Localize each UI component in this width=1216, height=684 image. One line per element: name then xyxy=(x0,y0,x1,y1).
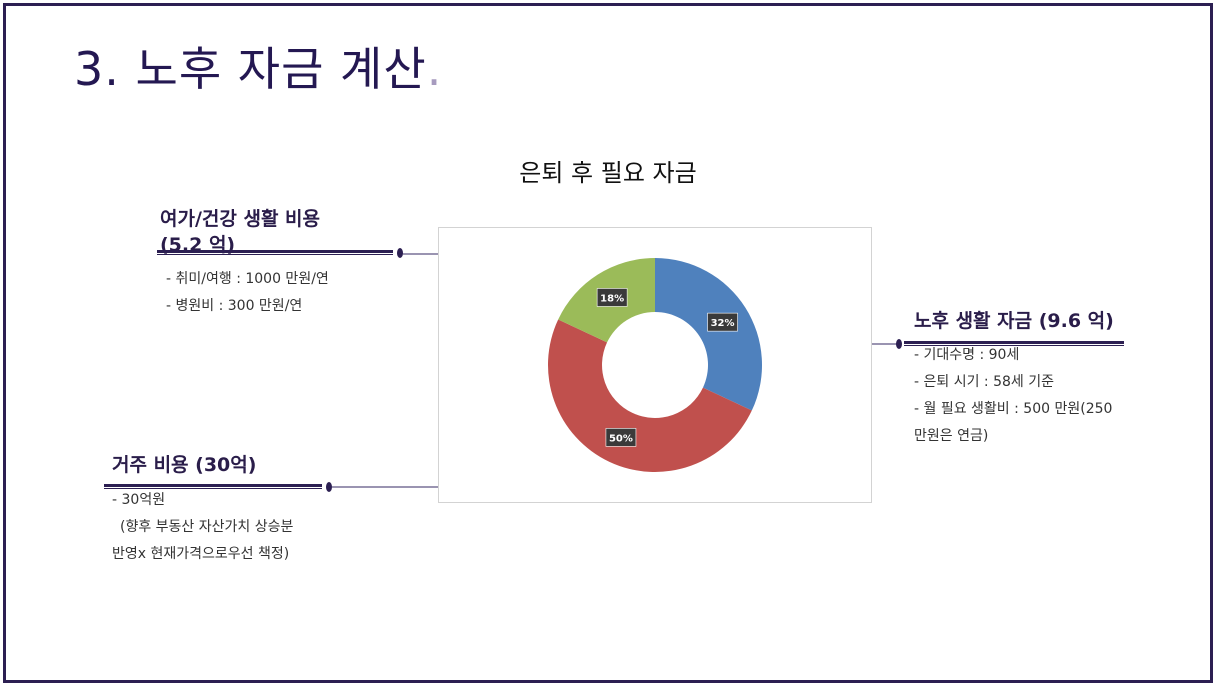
leisure-details: - 취미/여행 : 1000 만원/연 - 병원비 : 300 만원/연 xyxy=(166,266,329,320)
slice-label-text-1: 50% xyxy=(609,433,633,444)
living-rule xyxy=(904,341,1124,346)
leisure-connector-line xyxy=(403,253,438,255)
housing-connector-knob xyxy=(326,482,332,492)
chart-area: 32% 50% 18% xyxy=(438,227,872,503)
slice-label-0: 32% xyxy=(707,312,738,332)
chart-title: 은퇴 후 필요 자금 xyxy=(519,159,697,187)
slide-frame xyxy=(3,3,1213,683)
leisure-heading-line1: 여가/건강 생활 비용 xyxy=(160,208,321,230)
living-heading: 노후 생활 자금 (9.6 억) xyxy=(914,310,1114,332)
housing-rule xyxy=(104,484,322,489)
leisure-item-hobby: - 취미/여행 : 1000 만원/연 xyxy=(166,271,329,287)
living-item-pension: 만원은 연금) xyxy=(914,428,989,444)
housing-item-note1: (향후 부동산 자산가치 상승분 xyxy=(120,519,294,535)
living-details: - 기대수명 : 90세 - 은퇴 시기 : 58세 기준 - 월 필요 생활비… xyxy=(914,342,1112,450)
living-item-retire-age: - 은퇴 시기 : 58세 기준 xyxy=(914,374,1054,390)
living-item-lifespan: - 기대수명 : 90세 xyxy=(914,347,1020,363)
donut-slice-0 xyxy=(655,258,762,411)
leisure-rule xyxy=(157,250,393,255)
slice-label-text-2: 18% xyxy=(600,293,624,304)
slide-title-text: 3. 노후 자금 계산 xyxy=(74,42,427,96)
slice-label-box-1 xyxy=(605,428,637,447)
slice-label-text-0: 32% xyxy=(711,318,735,329)
slice-label-2: 18% xyxy=(596,288,628,307)
slice-label-box-2 xyxy=(596,288,628,307)
slice-label-box-0 xyxy=(707,312,738,332)
living-connector-knob xyxy=(896,339,902,349)
donut-chart: 32% 50% 18% xyxy=(548,258,762,472)
housing-item-amount: - 30억원 xyxy=(112,492,166,508)
leisure-item-hospital: - 병원비 : 300 만원/연 xyxy=(166,298,303,314)
housing-details: - 30억원 (향후 부동산 자산가치 상승분 반영x 현재가격으로우선 책정) xyxy=(112,487,293,568)
housing-connector-line xyxy=(332,486,438,488)
slice-label-1: 50% xyxy=(605,428,637,447)
living-item-monthly: - 월 필요 생활비 : 500 만원(250 xyxy=(914,401,1113,417)
living-connector-line xyxy=(872,343,897,345)
leisure-connector-knob xyxy=(397,248,403,258)
slide-title: 3. 노후 자금 계산. xyxy=(74,44,442,95)
title-dot: . xyxy=(426,42,443,96)
donut-slice-1 xyxy=(548,319,752,472)
housing-heading: 거주 비용 (30억) xyxy=(112,454,257,476)
housing-item-note2: 반영x 현재가격으로우선 책정) xyxy=(112,546,290,562)
